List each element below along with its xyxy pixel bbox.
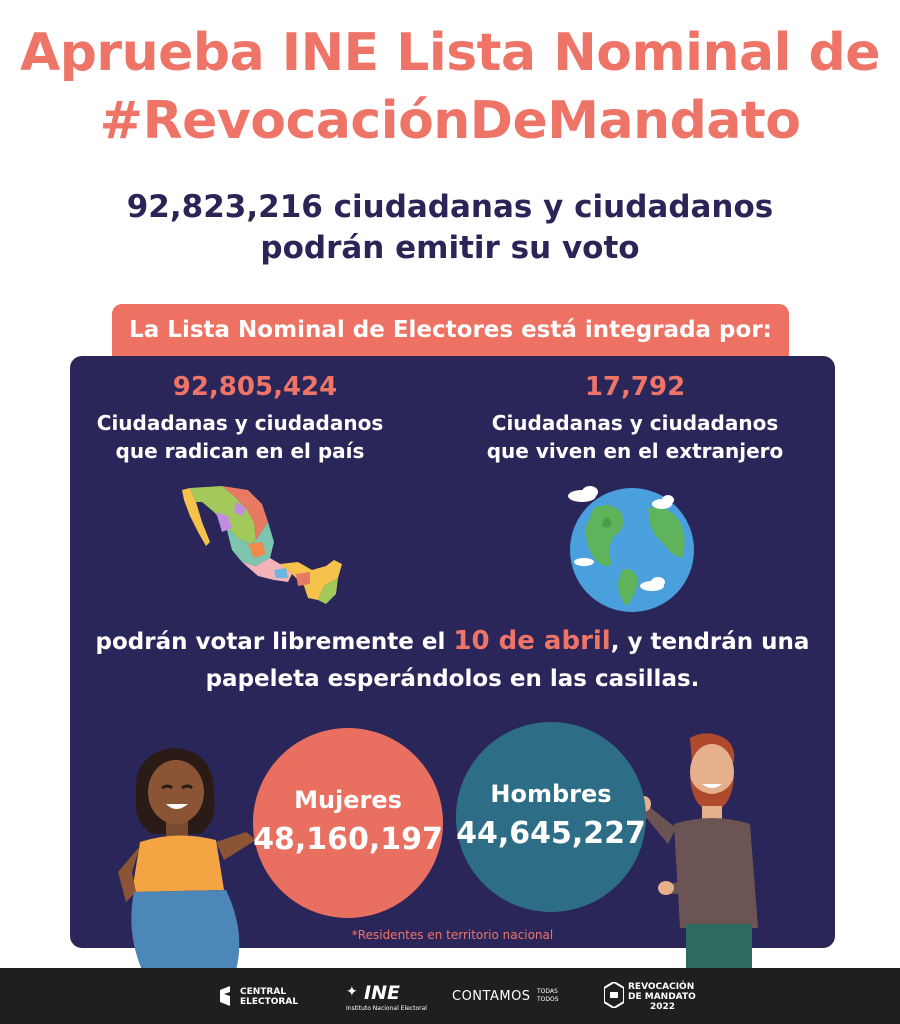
domestic-line1: Ciudadanas y ciudadanos bbox=[96, 411, 384, 435]
central-electoral-icon bbox=[220, 986, 230, 1006]
globe-icon bbox=[568, 486, 694, 612]
domestic-line2: que radican en el país bbox=[115, 439, 365, 463]
central-electoral-line2: ELECTORAL bbox=[240, 997, 299, 1007]
contamos-small1: TODAS bbox=[537, 988, 558, 995]
women-count: 48,160,197 bbox=[253, 822, 443, 857]
section-banner: La Lista Nominal de Electores está integ… bbox=[112, 304, 789, 356]
page-title-line1: Aprueba INE Lista Nominal de bbox=[19, 23, 881, 83]
page-title-hashtag: #RevocaciónDeMandato bbox=[99, 91, 802, 151]
women-label: Mujeres bbox=[294, 786, 402, 814]
mexico-map-icon bbox=[182, 486, 342, 604]
revocacion-line1: REVOCACIÓN bbox=[628, 982, 695, 992]
women-circle: Mujeres 48,160,197 bbox=[253, 728, 443, 918]
subtitle-line2: podrán emitir su voto bbox=[260, 230, 640, 266]
paragraph-text: , y tendrán una bbox=[610, 629, 810, 655]
ine-text: INE bbox=[364, 982, 400, 1004]
domestic-count: 92,805,424 bbox=[172, 372, 338, 402]
vote-date: 10 de abril bbox=[453, 626, 611, 656]
footnote: *Residentes en territorio nacional bbox=[351, 928, 554, 942]
ine-subtext: Instituto Nacional Electoral bbox=[346, 1005, 427, 1012]
contamos-text: CONTAMOS bbox=[452, 989, 531, 1004]
men-circle: Hombres 44,645,227 bbox=[456, 722, 646, 912]
paragraph-text: podrán votar libremente el bbox=[95, 629, 454, 655]
revocacion-line2: DE MANDATO bbox=[628, 992, 696, 1002]
subtitle-line1: 92,823,216 ciudadanas y ciudadanos bbox=[126, 189, 774, 225]
abroad-line1: Ciudadanas y ciudadanos bbox=[491, 411, 779, 435]
abroad-count: 17,792 bbox=[584, 372, 686, 402]
central-electoral-line1: CENTRAL bbox=[240, 987, 287, 997]
revocacion-hexagon-icon bbox=[604, 982, 624, 1008]
men-label: Hombres bbox=[490, 780, 612, 808]
man-illustration bbox=[640, 733, 758, 970]
woman-illustration bbox=[118, 748, 256, 970]
footer-bar: CENTRAL ELECTORAL ✦ INE Instituto Nacion… bbox=[0, 968, 900, 1024]
abroad-line2: que viven en el extranjero bbox=[486, 439, 784, 463]
vote-paragraph-line2: papeleta esperándolos en las casillas. bbox=[205, 666, 700, 692]
contamos-small2: TODOS bbox=[537, 996, 559, 1003]
ine-emblem-icon: ✦ bbox=[346, 984, 358, 1000]
men-count: 44,645,227 bbox=[456, 816, 646, 851]
revocacion-year: 2022 bbox=[650, 1002, 676, 1012]
vote-paragraph-line1: podrán votar libremente el 10 de abril, … bbox=[70, 623, 835, 660]
